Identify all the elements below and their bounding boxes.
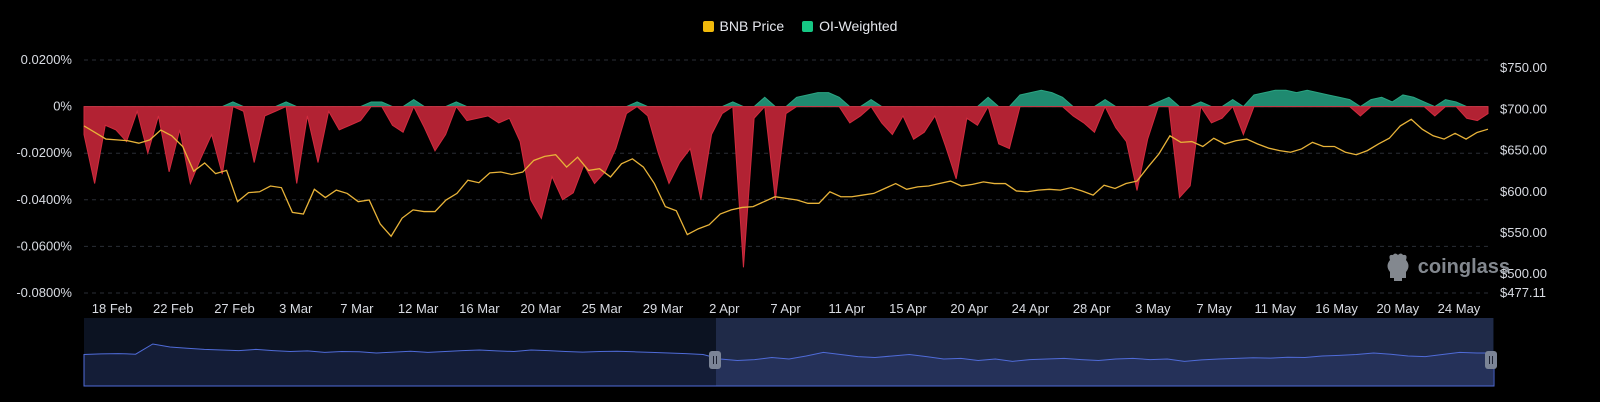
x-axis-tick: 20 Apr [950, 301, 988, 316]
x-axis-tick: 11 May [1254, 301, 1296, 316]
legend-swatch-oi-weighted [802, 20, 814, 32]
x-axis-tick: 3 Mar [279, 301, 313, 316]
x-axis-tick: 12 Mar [398, 301, 439, 316]
navigator-selected-range [716, 318, 1493, 386]
left-axis-tick: -0.0800% [16, 285, 72, 300]
bnb-price-line [83, 118, 1489, 238]
x-axis-tick: 16 Mar [459, 301, 500, 316]
x-axis-tick: 7 May [1196, 301, 1232, 316]
legend-item-oi-weighted[interactable]: OI-Weighted [802, 18, 897, 34]
right-axis-tick: $500.00 [1500, 266, 1547, 281]
legend-item-bnb-price[interactable]: BNB Price [702, 18, 785, 34]
right-axis-tick: $650.00 [1500, 143, 1547, 158]
coinglass-logo-icon [1387, 253, 1409, 281]
x-axis: 18 Feb 22 Feb 27 Feb 3 Mar 7 Mar 12 Mar 16 Mar… [92, 301, 1481, 316]
x-axis-tick: 20 Mar [520, 301, 561, 316]
legend-label-oi-weighted: OI-Weighted [819, 18, 898, 34]
left-axis-tick: 0.0200% [21, 52, 73, 67]
x-axis-tick: 28 Apr [1073, 301, 1111, 316]
x-axis-tick: 20 May [1376, 301, 1419, 316]
x-axis-tick: 16 May [1315, 301, 1358, 316]
price-line-layer [83, 118, 1489, 238]
navigator-right-handle[interactable] [1485, 351, 1497, 369]
x-axis-tick: 24 May [1438, 301, 1481, 316]
right-y-axis: $750.00 $700.00 $650.00 $600.00 $550.00 $500.… [1500, 60, 1547, 300]
right-axis-tick: $700.00 [1500, 101, 1547, 116]
coinglass-watermark: coinglass [1384, 252, 1510, 282]
navigator-series [83, 343, 1495, 387]
right-axis-tick: $750.00 [1500, 60, 1547, 75]
right-axis-tick: $550.00 [1500, 225, 1547, 240]
left-axis-tick: -0.0200% [16, 145, 72, 160]
x-axis-tick: 7 Apr [770, 301, 801, 316]
left-axis-tick: 0% [53, 99, 72, 114]
x-axis-tick: 7 Mar [340, 301, 374, 316]
x-axis-tick: 24 Apr [1012, 301, 1050, 316]
left-axis-tick: -0.0600% [16, 238, 72, 253]
x-axis-tick: 27 Feb [214, 301, 254, 316]
x-axis-tick: 15 Apr [889, 301, 927, 316]
navigator[interactable] [83, 318, 1495, 387]
watermark-text: coinglass [1417, 255, 1510, 278]
left-axis-tick: -0.0400% [16, 192, 72, 207]
navigator-left-handle[interactable] [709, 351, 721, 369]
x-axis-tick: 3 May [1135, 301, 1171, 316]
right-axis-tick: $477.11 [1500, 285, 1546, 300]
x-axis-tick: 25 Mar [582, 301, 623, 316]
x-axis-tick: 22 Feb [153, 301, 193, 316]
x-axis-tick: 11 Apr [828, 301, 865, 316]
x-axis-tick: 29 Mar [643, 301, 684, 316]
positive-funding-area [84, 89, 1488, 108]
right-axis-tick: $600.00 [1500, 184, 1547, 199]
legend-swatch-bnb-price [702, 20, 714, 32]
funding-area-layer [83, 89, 1489, 268]
x-axis-tick: 2 Apr [709, 301, 740, 316]
left-y-axis: 0.0200% 0% -0.0200% -0.0400% -0.0600% -0.0800… [16, 52, 72, 300]
negative-funding-area [83, 105, 1489, 268]
legend-label-bnb-price: BNB Price [719, 18, 785, 34]
chart-legend: BNB Price OI-Weighted [0, 18, 1600, 34]
x-axis-tick: 18 Feb [92, 301, 132, 316]
